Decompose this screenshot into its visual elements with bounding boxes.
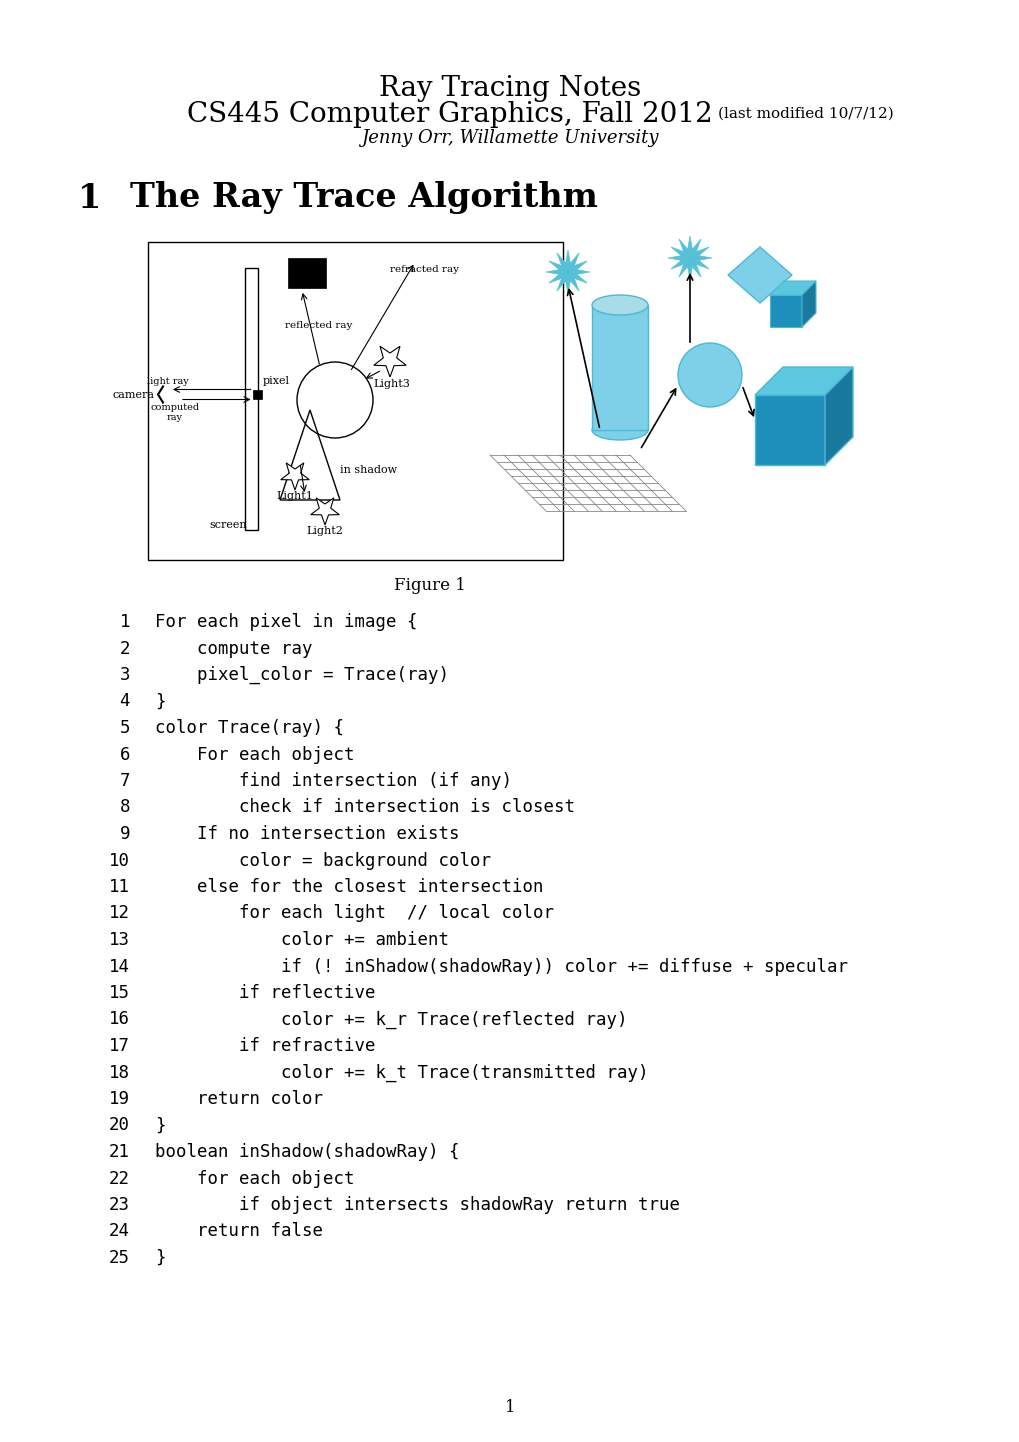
Text: color += k_r Trace(reflected ray): color += k_r Trace(reflected ray) (155, 1011, 627, 1028)
Text: 25: 25 (109, 1249, 129, 1268)
Text: 19: 19 (109, 1090, 129, 1107)
Polygon shape (754, 368, 852, 395)
Text: }: } (155, 1116, 165, 1135)
Circle shape (678, 343, 741, 407)
Text: Figure 1: Figure 1 (393, 577, 466, 594)
Text: color = background color: color = background color (155, 851, 490, 870)
Text: 16: 16 (109, 1011, 129, 1028)
Text: color += ambient: color += ambient (155, 932, 448, 949)
Polygon shape (769, 296, 801, 327)
Text: if (! inShadow(shadowRay)) color += diffuse + specular: if (! inShadow(shadowRay)) color += diff… (155, 957, 847, 975)
Polygon shape (769, 281, 815, 296)
Polygon shape (801, 281, 815, 327)
Bar (148, 242, 562, 559)
Text: 18: 18 (109, 1064, 129, 1082)
Text: 9: 9 (119, 825, 129, 844)
Text: Light1: Light1 (276, 490, 313, 500)
Text: 6: 6 (119, 746, 129, 763)
Ellipse shape (591, 296, 647, 314)
Text: boolean inShadow(shadowRay) {: boolean inShadow(shadowRay) { (155, 1144, 459, 1161)
Text: }: } (155, 1249, 165, 1268)
Text: 1: 1 (119, 613, 129, 632)
Text: Jenny Orr, Willamette University: Jenny Orr, Willamette University (361, 128, 658, 147)
Polygon shape (754, 395, 824, 464)
Text: The Ray Trace Algorithm: The Ray Trace Algorithm (129, 182, 597, 215)
Text: 1: 1 (504, 1400, 515, 1416)
Text: 23: 23 (109, 1195, 129, 1214)
Text: 11: 11 (109, 878, 129, 895)
Polygon shape (374, 346, 406, 376)
Text: 8: 8 (119, 799, 129, 816)
Text: 17: 17 (109, 1037, 129, 1056)
Bar (591, 306, 647, 430)
Text: screen: screen (209, 521, 247, 531)
Text: color += k_t Trace(transmitted ray): color += k_t Trace(transmitted ray) (155, 1063, 648, 1082)
Text: 3: 3 (119, 666, 129, 684)
Bar (246, 268, 258, 531)
Polygon shape (280, 463, 309, 490)
Text: pixel_color = Trace(ray): pixel_color = Trace(ray) (155, 666, 448, 684)
Text: 22: 22 (109, 1169, 129, 1188)
Text: camera: camera (113, 389, 155, 399)
Ellipse shape (591, 420, 647, 440)
Text: if reflective: if reflective (155, 983, 375, 1002)
Text: 10: 10 (109, 851, 129, 870)
Text: 15: 15 (109, 983, 129, 1002)
Bar (254, 389, 262, 399)
Text: Light2: Light2 (307, 526, 343, 536)
Text: in shadow: in shadow (339, 464, 396, 474)
Text: 13: 13 (109, 932, 129, 949)
Text: return color: return color (155, 1090, 323, 1107)
Text: else for the closest intersection: else for the closest intersection (155, 878, 543, 895)
Polygon shape (667, 236, 711, 280)
Text: check if intersection is closest: check if intersection is closest (155, 799, 575, 816)
Text: light ray: light ray (147, 378, 189, 386)
Text: 20: 20 (109, 1116, 129, 1135)
Polygon shape (545, 249, 589, 294)
Text: if object intersects shadowRay return true: if object intersects shadowRay return tr… (155, 1195, 680, 1214)
Text: find intersection (if any): find intersection (if any) (155, 771, 512, 790)
Text: }: } (155, 692, 165, 711)
Text: compute ray: compute ray (155, 639, 312, 658)
Text: If no intersection exists: If no intersection exists (155, 825, 459, 844)
Text: 2: 2 (119, 639, 129, 658)
Text: for each light  // local color: for each light // local color (155, 904, 553, 923)
Bar (287, 258, 326, 288)
Text: reflected ray: reflected ray (284, 320, 352, 330)
Text: Light3: Light3 (373, 379, 410, 389)
Text: 5: 5 (119, 720, 129, 737)
Text: 4: 4 (119, 692, 129, 711)
Text: if refractive: if refractive (155, 1037, 375, 1056)
Text: (last modified 10/7/12): (last modified 10/7/12) (717, 107, 893, 121)
Text: CS445 Computer Graphics, Fall 2012: CS445 Computer Graphics, Fall 2012 (186, 101, 712, 127)
Text: refracted ray: refracted ray (389, 265, 459, 274)
Text: 1: 1 (77, 182, 101, 215)
Text: 7: 7 (119, 771, 129, 790)
Text: return false: return false (155, 1223, 323, 1240)
Text: For each object: For each object (155, 746, 355, 763)
Text: computed
ray: computed ray (150, 402, 200, 423)
Text: for each object: for each object (155, 1169, 355, 1188)
Text: 14: 14 (109, 957, 129, 975)
Text: 24: 24 (109, 1223, 129, 1240)
Polygon shape (824, 368, 852, 464)
Polygon shape (728, 247, 791, 303)
Text: Ray Tracing Notes: Ray Tracing Notes (378, 75, 641, 101)
Text: 12: 12 (109, 904, 129, 923)
Text: For each pixel in image {: For each pixel in image { (155, 613, 417, 632)
Text: color Trace(ray) {: color Trace(ray) { (155, 720, 343, 737)
Text: 21: 21 (109, 1144, 129, 1161)
Text: pixel: pixel (263, 376, 289, 386)
Polygon shape (311, 497, 339, 525)
